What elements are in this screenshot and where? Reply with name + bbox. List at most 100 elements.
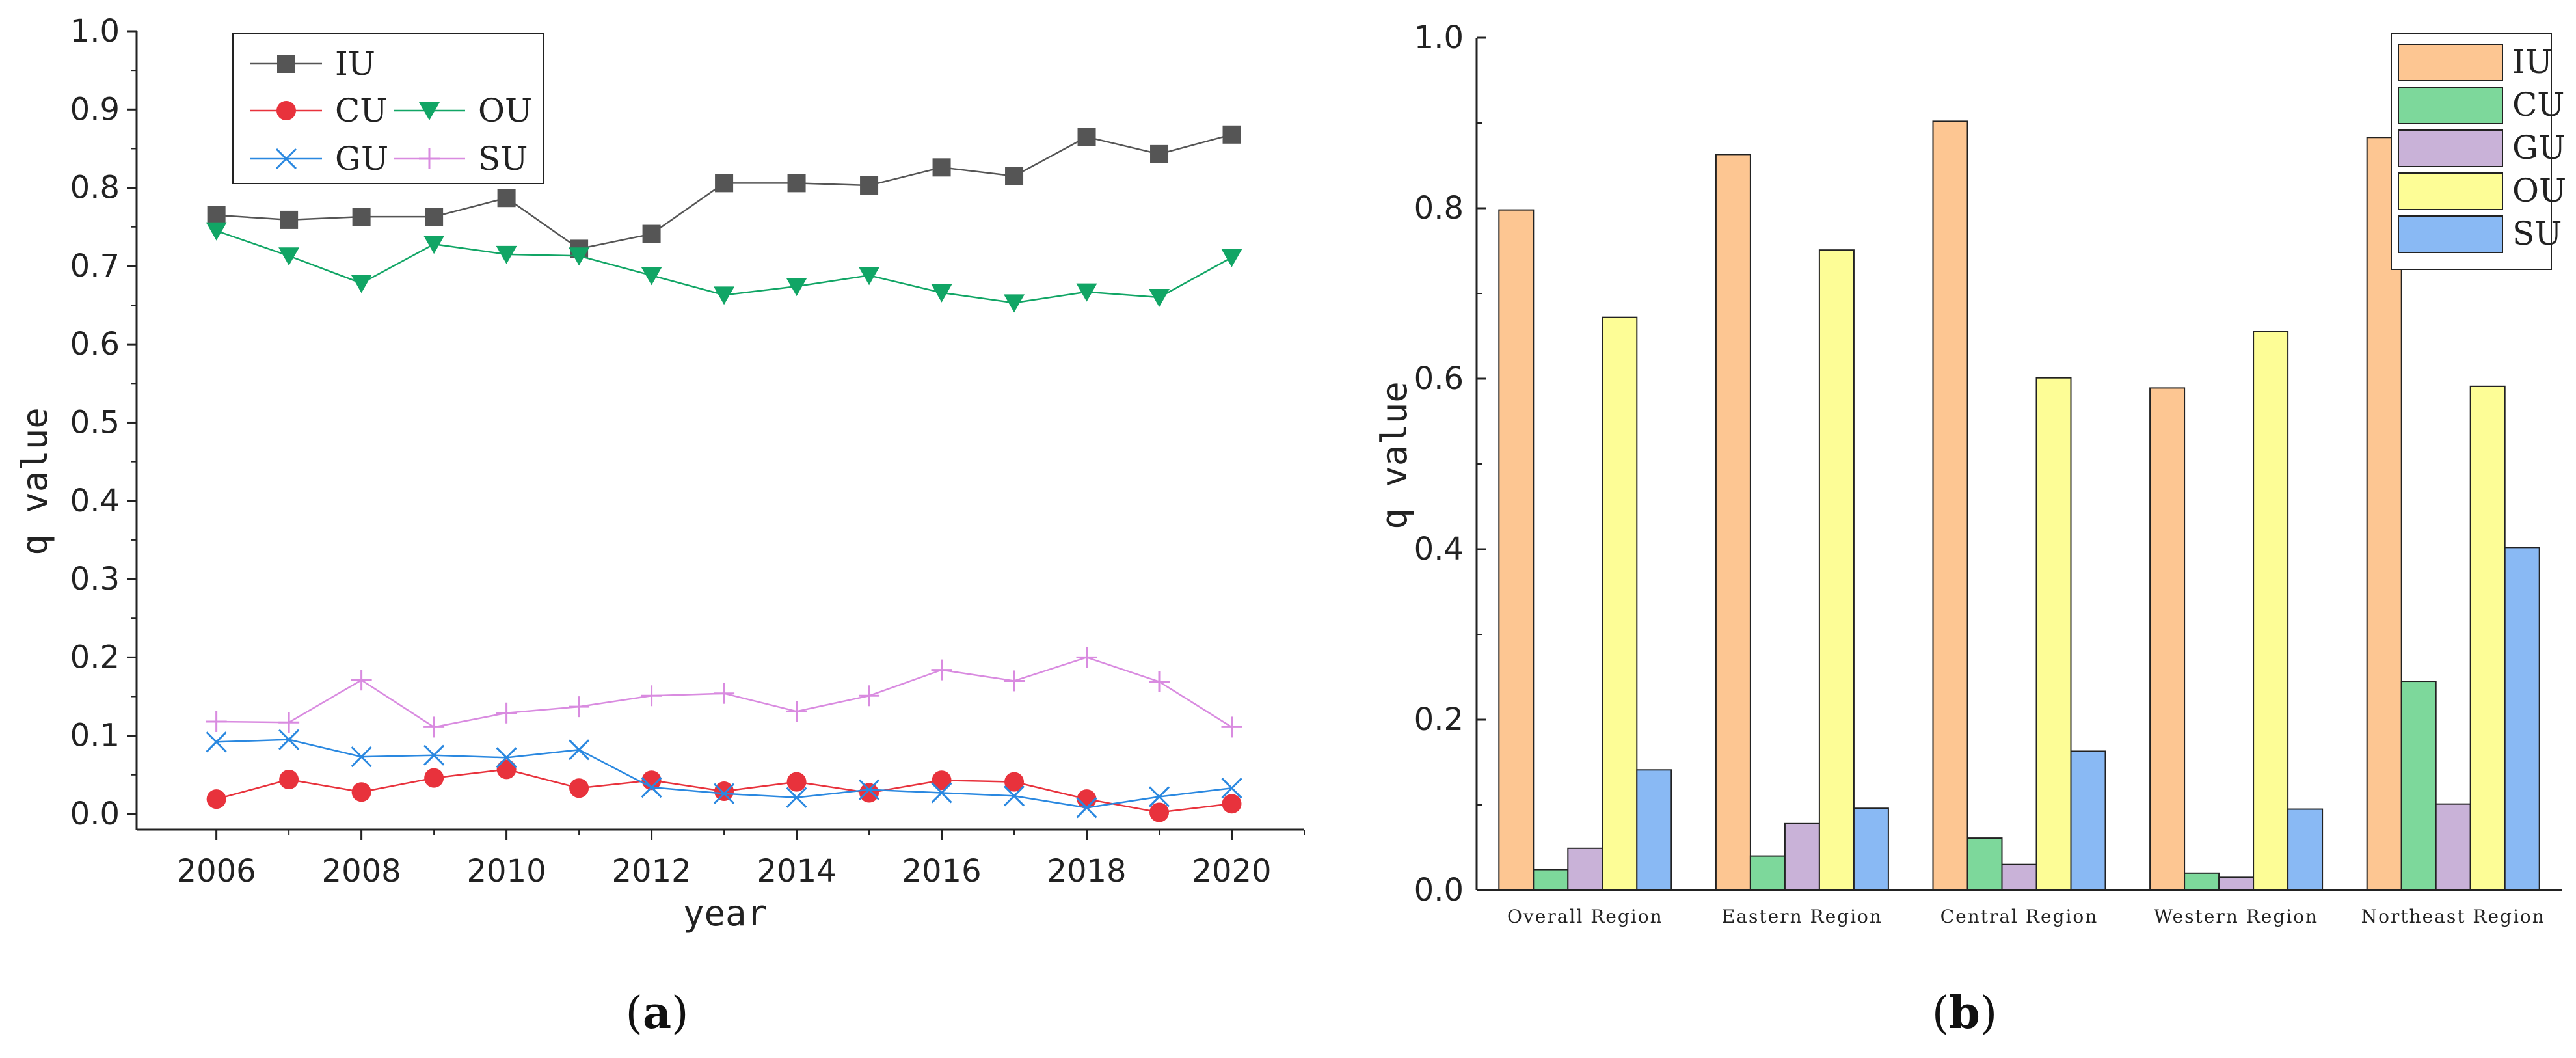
panel-a-y-tick-label: 0.0 xyxy=(70,796,120,832)
series-cu-point xyxy=(1222,794,1242,814)
panel-a-x-tick-label: 2010 xyxy=(467,853,546,889)
series-ou-point xyxy=(786,278,807,297)
panel-a-x-tick-label: 2008 xyxy=(322,853,401,889)
panel-a-y-tick-label: 0.4 xyxy=(70,483,120,519)
series-gu-point xyxy=(858,779,880,800)
legend-swatch-gu xyxy=(2398,129,2503,167)
bar-ou xyxy=(2035,377,2072,891)
legend-label-ou: OU xyxy=(478,92,532,129)
series-su-point xyxy=(641,685,662,707)
series-cu xyxy=(206,759,1242,822)
panel-b-y-tick-label: 1.0 xyxy=(1414,20,1464,56)
legend-label-gu: GU xyxy=(2512,129,2566,167)
panel-b-bar-chart: 0.0 0.2 0.4 0.6 0.8 1.0 Overall Region Eastern … xyxy=(1374,20,2566,1039)
bar-gu xyxy=(1784,822,1820,891)
legend-label-su: SU xyxy=(2512,215,2562,252)
series-ou-point xyxy=(569,247,590,266)
series-cu-point xyxy=(1149,802,1170,822)
series-gu-point xyxy=(1221,778,1242,799)
legend-item-su: SU xyxy=(394,140,528,178)
series-gu-point xyxy=(641,776,662,798)
panel-b-y-tick-label: 0.2 xyxy=(1414,701,1464,738)
panel-a-y-tick-label: 0.8 xyxy=(70,170,120,206)
series-ou-point xyxy=(206,222,227,241)
series-ou-point xyxy=(423,236,445,254)
legend-label-gu: GU xyxy=(335,140,388,178)
bar-su xyxy=(1853,807,1889,891)
legend-item-ou: OU xyxy=(2398,172,2566,210)
panel-a-y-tick-label: 0.9 xyxy=(70,91,120,128)
panel-a-y-tick-label: 0.3 xyxy=(70,561,120,597)
bar-cu xyxy=(2400,681,2437,891)
panel-a-line-chart: 0.0 0.1 0.2 0.3 0.4 0.5 0.6 0.7 0.8 0.9 1.0 2006 200… xyxy=(14,13,1305,1039)
legend-item-cu: CU xyxy=(2398,86,2564,124)
panel-a-y-tick-label: 0.1 xyxy=(70,718,120,754)
panel-a-y-tick-label: 0.2 xyxy=(70,639,120,675)
panel-b-category-label: Eastern Region xyxy=(1722,906,1883,927)
series-cu-point xyxy=(932,770,952,791)
series-su-point xyxy=(496,702,517,724)
series-iu-point xyxy=(1222,125,1241,144)
panel-a-legend: IU CU OU GU SU xyxy=(232,33,544,184)
legend-item-gu: GU xyxy=(250,140,388,178)
legend-item-iu: IU xyxy=(2398,43,2553,81)
series-gu-point xyxy=(714,783,735,804)
panel-b-y-tick-label: 0.6 xyxy=(1414,360,1464,397)
legend-item-gu: GU xyxy=(2398,129,2566,167)
legend-item-ou: OU xyxy=(394,92,532,129)
series-su-point xyxy=(1004,670,1025,692)
series-gu-point xyxy=(569,739,590,761)
series-gu-point xyxy=(206,731,227,753)
series-iu-point xyxy=(280,210,299,229)
panel-a-y-tick-label: 0.7 xyxy=(70,248,120,284)
series-cu-point xyxy=(351,782,371,802)
legend-label-su: SU xyxy=(478,140,528,178)
panel-b-label: (b) xyxy=(1932,987,1998,1039)
panel-b-y-tick-label: 0.4 xyxy=(1414,531,1464,567)
series-gu-point xyxy=(278,729,300,750)
series-iu-point xyxy=(715,174,734,193)
series-iu-point xyxy=(787,174,806,193)
series-iu-point xyxy=(642,224,661,243)
panel-b-y-axis-label: q value xyxy=(1374,381,1415,530)
legend-swatch-cu xyxy=(2398,87,2503,124)
legend-item-iu: IU xyxy=(250,45,375,83)
series-cu-point xyxy=(279,770,299,790)
panel-a-x-tick-label: 2012 xyxy=(612,853,691,889)
series-su-point xyxy=(423,716,445,738)
panel-b-category-label: Central Region xyxy=(1940,906,2099,927)
series-iu-point xyxy=(207,206,226,224)
series-gu-point xyxy=(496,747,517,768)
bar-su xyxy=(2070,750,2106,891)
legend-label-iu: IU xyxy=(335,45,375,83)
panel-a-x-tick-label: 2006 xyxy=(177,853,256,889)
legend-label-ou: OU xyxy=(2512,172,2566,210)
series-gu-point xyxy=(351,746,372,768)
series-su-point xyxy=(1149,671,1170,692)
series-iu-point xyxy=(425,208,444,226)
bar-cu xyxy=(1533,869,1569,891)
legend-marker-ou xyxy=(419,102,440,120)
bar-ou xyxy=(1602,316,1638,891)
legend-swatch-ou xyxy=(2398,172,2503,210)
panel-a-x-tick-label: 2020 xyxy=(1192,853,1271,889)
bar-su xyxy=(2504,547,2540,891)
series-ou-point xyxy=(1221,249,1242,267)
series-su-point xyxy=(1221,716,1242,738)
series-ou-point xyxy=(1004,294,1025,313)
series-gu-point xyxy=(423,744,445,766)
bar-gu xyxy=(2435,803,2471,891)
bar-ou xyxy=(2469,385,2506,891)
series-su-point xyxy=(351,670,372,691)
legend-marker-su xyxy=(419,148,440,169)
series-su-point xyxy=(786,701,807,722)
panel-b-category-label: Northeast Region xyxy=(2361,906,2545,927)
bar-iu xyxy=(1498,209,1535,891)
series-su-point xyxy=(278,712,300,733)
legend-item-cu: CU xyxy=(250,92,387,129)
series-iu-point xyxy=(497,189,516,208)
panel-b-category-label: Western Region xyxy=(2154,906,2318,927)
bar-cu xyxy=(2184,872,2220,891)
series-ou-point xyxy=(351,275,372,293)
